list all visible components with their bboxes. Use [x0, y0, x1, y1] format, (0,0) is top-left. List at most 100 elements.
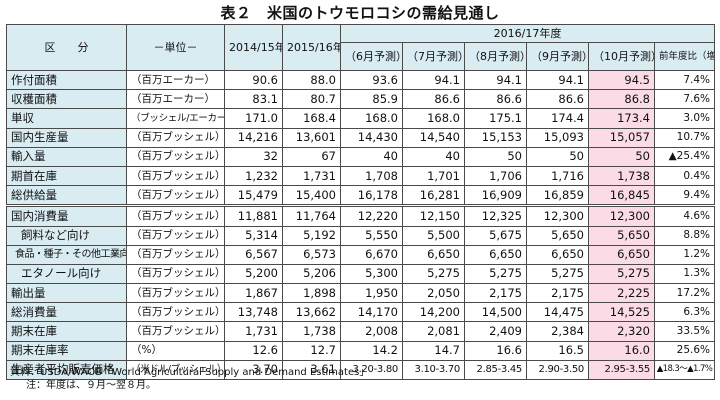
value-cell: 16,859	[526, 185, 589, 207]
table-row: 期末在庫率 （%） 12.6 12.7 14.2 14.7 16.6 16.5 16.0 25.6…	[6, 340, 716, 361]
value-cell: 14,475	[526, 302, 589, 323]
value-cell: 90.6	[224, 69, 283, 91]
table-body: 作付面積 （百万エーカー） 90.6 88.0 93.6 94.1 94.1 94.1 94.5…	[6, 69, 716, 381]
value-cell: 5,314	[224, 225, 283, 246]
table-row: 期首在庫 （百万ブッシェル） 1,232 1,731 1,708 1,701 1,706 1,…	[6, 165, 716, 187]
value-cell: 14,200	[402, 302, 465, 323]
value-cell: 6,650	[464, 244, 527, 265]
value-cell: 5,200	[224, 263, 283, 285]
value-cell: 16,178	[340, 185, 403, 207]
row-unit: （百万ブッシェル）	[126, 302, 225, 323]
row-label: 総供給量	[6, 185, 127, 207]
value-cell: 5,275	[464, 263, 527, 285]
table-row: 生産者平均販売価格 （米ドル/ブッシェル） 3.70 3.61 3.20-3.80 3.1…	[6, 359, 716, 381]
value-cell: 15,153	[464, 127, 527, 148]
row-label: 期末在庫	[6, 321, 127, 342]
header-2015: 2015/16年度（推測値）	[282, 24, 341, 71]
value-cell: 2,409	[464, 321, 527, 342]
value-cell: 168.4	[282, 108, 341, 129]
row-label: 総消費量	[6, 302, 127, 323]
change-cell: 7.6%	[653, 89, 716, 110]
change-cell: ▲25.4%	[653, 146, 716, 167]
value-cell: 6,650	[526, 244, 589, 265]
value-cell: 12.7	[282, 340, 341, 361]
row-unit: （百万ブッシェル）	[126, 165, 225, 187]
value-cell: 11,881	[224, 204, 283, 227]
value-cell: 5,192	[282, 225, 341, 246]
header-2016: 2016/17年度	[339, 24, 716, 43]
change-cell: 17.2%	[653, 283, 716, 304]
value-cell: 2,081	[402, 321, 465, 342]
table-row: 国内生産量 （百万ブッシェル） 14,216 13,601 14,430 14,540 15…	[6, 127, 716, 148]
value-cell: 6,650	[402, 244, 465, 265]
supply-demand-table: 区 分 －単位－ 2014/15年度 2015/16年度（推測値） 2016/1…	[6, 24, 716, 381]
row-label: 国内消費量	[6, 204, 127, 227]
value-cell: 94.1	[402, 69, 465, 91]
header-2014: 2014/15年度	[224, 24, 283, 71]
value-cell: 2,225	[588, 283, 655, 304]
value-cell: 168.0	[402, 108, 465, 129]
value-cell: 14,540	[402, 127, 465, 148]
table-row: 輸出量 （百万ブッシェル） 1,867 1,898 1,950 2,050 2,175 2,1…	[6, 283, 716, 304]
table-row: 総供給量 （百万ブッシェル） 15,479 15,400 16,178 16,281 16,…	[6, 185, 716, 207]
table-row: エタノール向け （百万ブッシェル） 5,200 5,206 5,300 5,275 5,27…	[6, 263, 716, 285]
row-unit: （百万ブッシェル）	[126, 127, 225, 148]
value-cell: 1,950	[340, 283, 403, 304]
value-cell: 3.20-3.80	[340, 359, 403, 381]
value-cell: 5,550	[340, 225, 403, 246]
row-unit: （百万ブッシェル）	[126, 321, 225, 342]
row-unit: （百万ブッシェル）	[126, 146, 225, 167]
value-cell: 1,708	[340, 165, 403, 187]
row-label: 単収	[6, 108, 127, 129]
value-cell: 15,479	[224, 185, 283, 207]
row-unit: （百万ブッシェル）	[126, 244, 225, 265]
value-cell: 12,300	[526, 204, 589, 227]
value-cell: 40	[340, 146, 403, 167]
value-cell: 94.5	[588, 69, 655, 91]
change-cell: 25.6%	[653, 340, 716, 361]
value-cell: 94.1	[526, 69, 589, 91]
value-cell: 14,525	[588, 302, 655, 323]
value-cell: 50	[464, 146, 527, 167]
fiscal-year-note: 注：年度は、９月～翌８月。	[26, 380, 156, 391]
value-cell: 3.61	[282, 359, 341, 381]
value-cell: 2.90-3.50	[526, 359, 589, 381]
change-cell: 10.7%	[653, 127, 716, 148]
value-cell: 1,898	[282, 283, 341, 304]
value-cell: 12.6	[224, 340, 283, 361]
value-cell: 1,716	[526, 165, 589, 187]
value-cell: 14.2	[340, 340, 403, 361]
value-cell: 6,650	[588, 244, 655, 265]
value-cell: 1,701	[402, 165, 465, 187]
row-label: 飼料など向け	[6, 225, 127, 246]
change-cell: 4.6%	[653, 204, 716, 227]
value-cell: 2,050	[402, 283, 465, 304]
row-label: エタノール向け	[6, 263, 127, 285]
table-row: 期末在庫 （百万ブッシェル） 1,731 1,738 2,008 2,081 2,409 2,…	[6, 321, 716, 342]
header-forecast-oct: （10月予測）	[588, 42, 655, 71]
value-cell: 85.9	[340, 89, 403, 110]
value-cell: 40	[402, 146, 465, 167]
table-row: 収穫面積 （百万エーカー） 83.1 80.7 85.9 86.6 86.6 86.6 86.8…	[6, 89, 716, 110]
row-label: 作付面積	[6, 69, 127, 91]
notes: 資料：USDA/WAOB「World Agricultural Supply a…	[10, 366, 369, 392]
header-forecast-jul: （7月予測）	[402, 42, 465, 71]
change-cell: 33.5%	[653, 321, 716, 342]
row-unit: （百万ブッシェル）	[126, 263, 225, 285]
source-note: 資料：USDA/WAOB「World Agricultural Supply a…	[10, 367, 370, 378]
value-cell: 15,057	[588, 127, 655, 148]
row-label: 生産者平均販売価格	[6, 359, 127, 381]
value-cell: 5,650	[588, 225, 655, 246]
value-cell: 14,500	[464, 302, 527, 323]
value-cell: 14,430	[340, 127, 403, 148]
value-cell: 1,706	[464, 165, 527, 187]
value-cell: 1,738	[282, 321, 341, 342]
table-row: 輸入量 （百万ブッシェル） 32 67 40 40 50 50 50 ▲25.4%	[6, 146, 716, 167]
value-cell: 16,909	[464, 185, 527, 207]
table-row: 国内消費量 （百万ブッシェル） 11,881 11,764 12,220 12,150 12…	[6, 204, 716, 227]
value-cell: 15,093	[526, 127, 589, 148]
value-cell: 6,573	[282, 244, 341, 265]
value-cell: 88.0	[282, 69, 341, 91]
header-category: 区 分	[6, 24, 127, 71]
value-cell: 16,845	[588, 185, 655, 207]
